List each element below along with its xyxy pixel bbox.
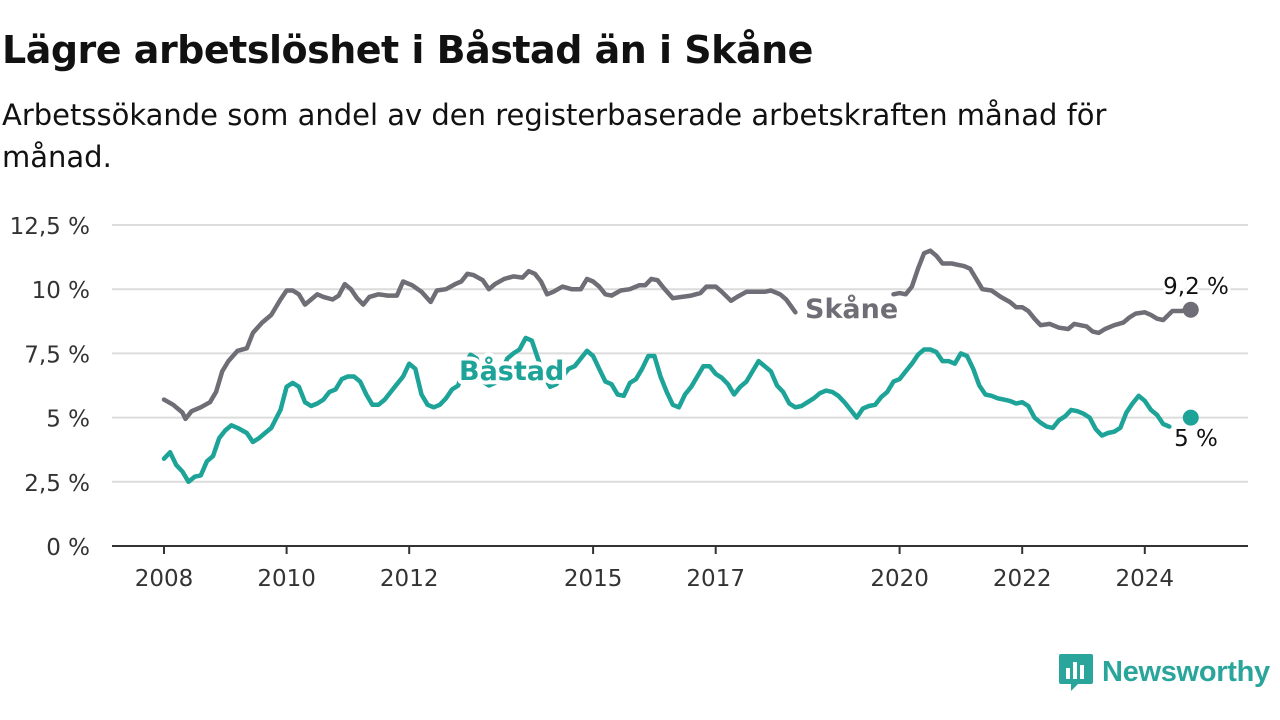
y-tick-label: 5 % [46,407,90,433]
labels-layer: Skåne Båstad 9,2 % 5 % [455,271,1232,455]
x-tick-label: 2015 [564,566,623,592]
end-label-bastad: 5 % [1174,426,1218,452]
series-label-skane: Skåne [805,293,898,325]
brand-logo[interactable]: Newsworthy [1058,652,1270,692]
y-axis-ticks: 0 % 2,5 % 5 % 7,5 % 10 % 12,5 % [10,214,90,561]
y-tick-label: 7,5 % [24,342,90,368]
y-tick-label: 10 % [32,278,90,304]
x-tick-label: 2008 [135,566,194,592]
x-axis: 2008 2010 2012 2015 2017 2020 2022 2024 [112,545,1248,592]
x-tick-label: 2010 [257,566,316,592]
end-label-skane: 9,2 % [1163,274,1229,300]
series-line-skane [891,248,1194,336]
x-tick-label: 2012 [380,566,439,592]
x-tick-label: 2017 [686,566,745,592]
gridlines [112,224,1248,483]
y-tick-label: 2,5 % [24,471,90,497]
x-tick-label: 2020 [870,566,929,592]
y-tick-label: 12,5 % [10,214,90,240]
newsworthy-logo-icon [1059,654,1093,691]
y-tick-label: 0 % [46,535,90,561]
x-tick-label: 2024 [1116,566,1175,592]
x-tick-label: 2022 [993,566,1052,592]
brand-name: Newsworthy [1102,655,1270,688]
series-end-point-skane [1182,301,1199,318]
page-subtitle: Arbetssökande som andel av den registerb… [2,98,1107,174]
series-layer [161,248,1199,485]
series-end-point-bastad [1182,409,1199,426]
series-label-bastad: Båstad [459,355,564,387]
page-title: Lägre arbetslöshet i Båstad än i Skåne [2,28,813,72]
series-line-bastad [161,335,1172,485]
series-line-skane [161,268,798,422]
